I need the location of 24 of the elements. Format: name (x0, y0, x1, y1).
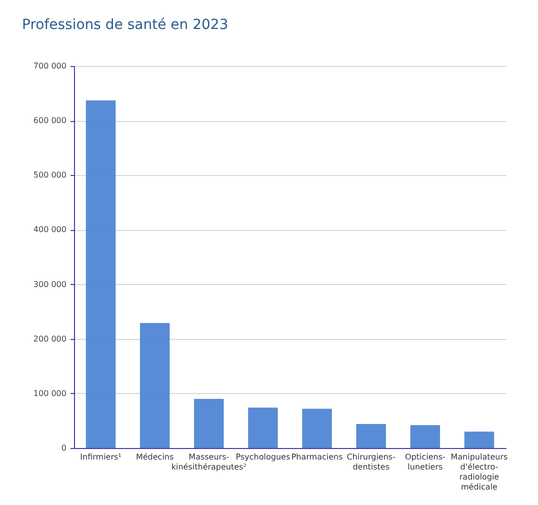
y-tick-label: 100 000 (33, 388, 66, 398)
bar (248, 408, 278, 448)
bar (140, 323, 170, 448)
x-tick-label: Opticiens-lunetiers (404, 452, 446, 472)
y-tick-label: 500 000 (33, 170, 66, 180)
y-tick-label: 700 000 (33, 62, 66, 70)
y-tick-label: 300 000 (33, 280, 66, 289)
y-tick-label: 0 (61, 444, 66, 452)
bar (464, 432, 494, 448)
bar (86, 100, 116, 448)
x-tick-label: Psychologues (236, 452, 290, 462)
y-tick-label: 200 000 (33, 334, 66, 344)
x-tick-label: Pharmaciens (291, 452, 343, 462)
y-tick-label: 400 000 (33, 225, 66, 234)
y-tick-label: 600 000 (33, 116, 66, 126)
bar (302, 408, 332, 448)
bar (410, 425, 440, 448)
x-tick-label: Médecins (136, 452, 174, 462)
x-tick-label: Infirmiers¹ (80, 452, 122, 462)
chart-title: Professions de santé en 2023 (22, 17, 228, 33)
bar (356, 424, 386, 448)
x-tick-label: Manipulateurs d'électro-radiologie médicale (450, 452, 508, 492)
bar (194, 398, 224, 448)
x-tick-label: Chirurgiens-dentistes (346, 452, 396, 472)
